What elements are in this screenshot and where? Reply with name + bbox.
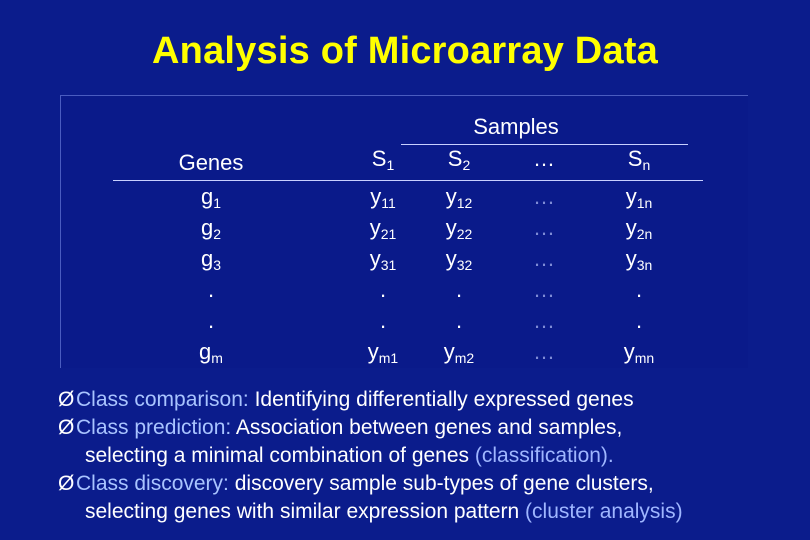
bullet-continuation: selecting genes with similar expression … — [58, 498, 798, 526]
bullet-paren: (classification). — [469, 444, 614, 467]
table-cell: y3n — [625, 246, 653, 273]
genes-label: Genes — [178, 150, 244, 175]
table-cell: … — [533, 339, 555, 364]
samples-underline — [401, 144, 688, 145]
bullet-text: discovery sample sub-types of gene clust… — [228, 472, 654, 495]
arrow-bullet-icon: Ø — [58, 416, 75, 439]
gene-label: . — [207, 308, 215, 333]
table-cell: y11 — [370, 184, 396, 211]
table-cell: y1n — [625, 184, 653, 211]
bullet-class-prediction: Ø Class prediction: Association between … — [58, 414, 798, 442]
bullet-continuation: selecting a minimal combination of genes… — [58, 442, 798, 470]
table-cell: y32 — [445, 246, 473, 273]
table-cell: . — [379, 308, 387, 333]
data-table: Samples Genes S1 S2 … Sn g1 y11 y12 … y1n g2 y21 y2… — [60, 95, 748, 368]
table-cell: y21 — [369, 215, 397, 242]
table-cell: y12 — [445, 184, 473, 211]
bullet-class-discovery: Ø Class discovery: discovery sample sub-… — [58, 470, 798, 498]
column-header: … — [533, 146, 555, 171]
table-cell: . — [635, 277, 643, 302]
bullet-cont-text: selecting a minimal combination of genes — [85, 444, 470, 467]
table-cell: . — [379, 277, 387, 302]
arrow-bullet-icon: Ø — [58, 388, 75, 411]
column-header: S2 — [447, 146, 471, 173]
table-cell: . — [635, 308, 643, 333]
column-header: S1 — [371, 146, 395, 173]
header-underline — [113, 180, 703, 181]
table-cell: … — [533, 277, 555, 302]
table-cell: y2n — [625, 215, 653, 242]
bullet-text: Association between genes and samples, — [231, 416, 623, 439]
table-cell: y31 — [369, 246, 397, 273]
column-header: Sn — [627, 146, 651, 173]
table-cell: ym2 — [443, 339, 475, 366]
bullet-term: Class prediction: — [76, 416, 232, 439]
bullet-term: Class comparison: — [76, 388, 249, 411]
arrow-bullet-icon: Ø — [58, 472, 75, 495]
table-cell: ymn — [623, 339, 655, 366]
bullet-term: Class discovery: — [76, 472, 229, 495]
bullet-class-comparison: Ø Class comparison: Identifying differen… — [58, 386, 798, 414]
bullet-text: Identifying differentially expressed gen… — [248, 388, 634, 411]
page-title: Analysis of Microarray Data — [152, 30, 658, 72]
gene-label: g2 — [200, 215, 222, 242]
gene-label: gm — [199, 339, 223, 366]
table-cell: y22 — [445, 215, 473, 242]
table-cell: … — [533, 215, 555, 240]
bullet-cont-text: selecting genes with similar expression … — [85, 500, 520, 523]
table-cell: … — [533, 308, 555, 333]
gene-label: g3 — [200, 246, 222, 273]
gene-label: g1 — [200, 184, 222, 211]
table-cell: … — [533, 246, 555, 271]
table-cell: … — [533, 184, 555, 209]
bullet-list: Ø Class comparison: Identifying differen… — [58, 386, 798, 526]
bullet-paren: (cluster analysis) — [519, 500, 683, 523]
table-cell: . — [455, 277, 463, 302]
table-cell: . — [455, 308, 463, 333]
table-cell: ym1 — [367, 339, 399, 366]
samples-label: Samples — [473, 114, 559, 139]
gene-label: . — [207, 277, 215, 302]
